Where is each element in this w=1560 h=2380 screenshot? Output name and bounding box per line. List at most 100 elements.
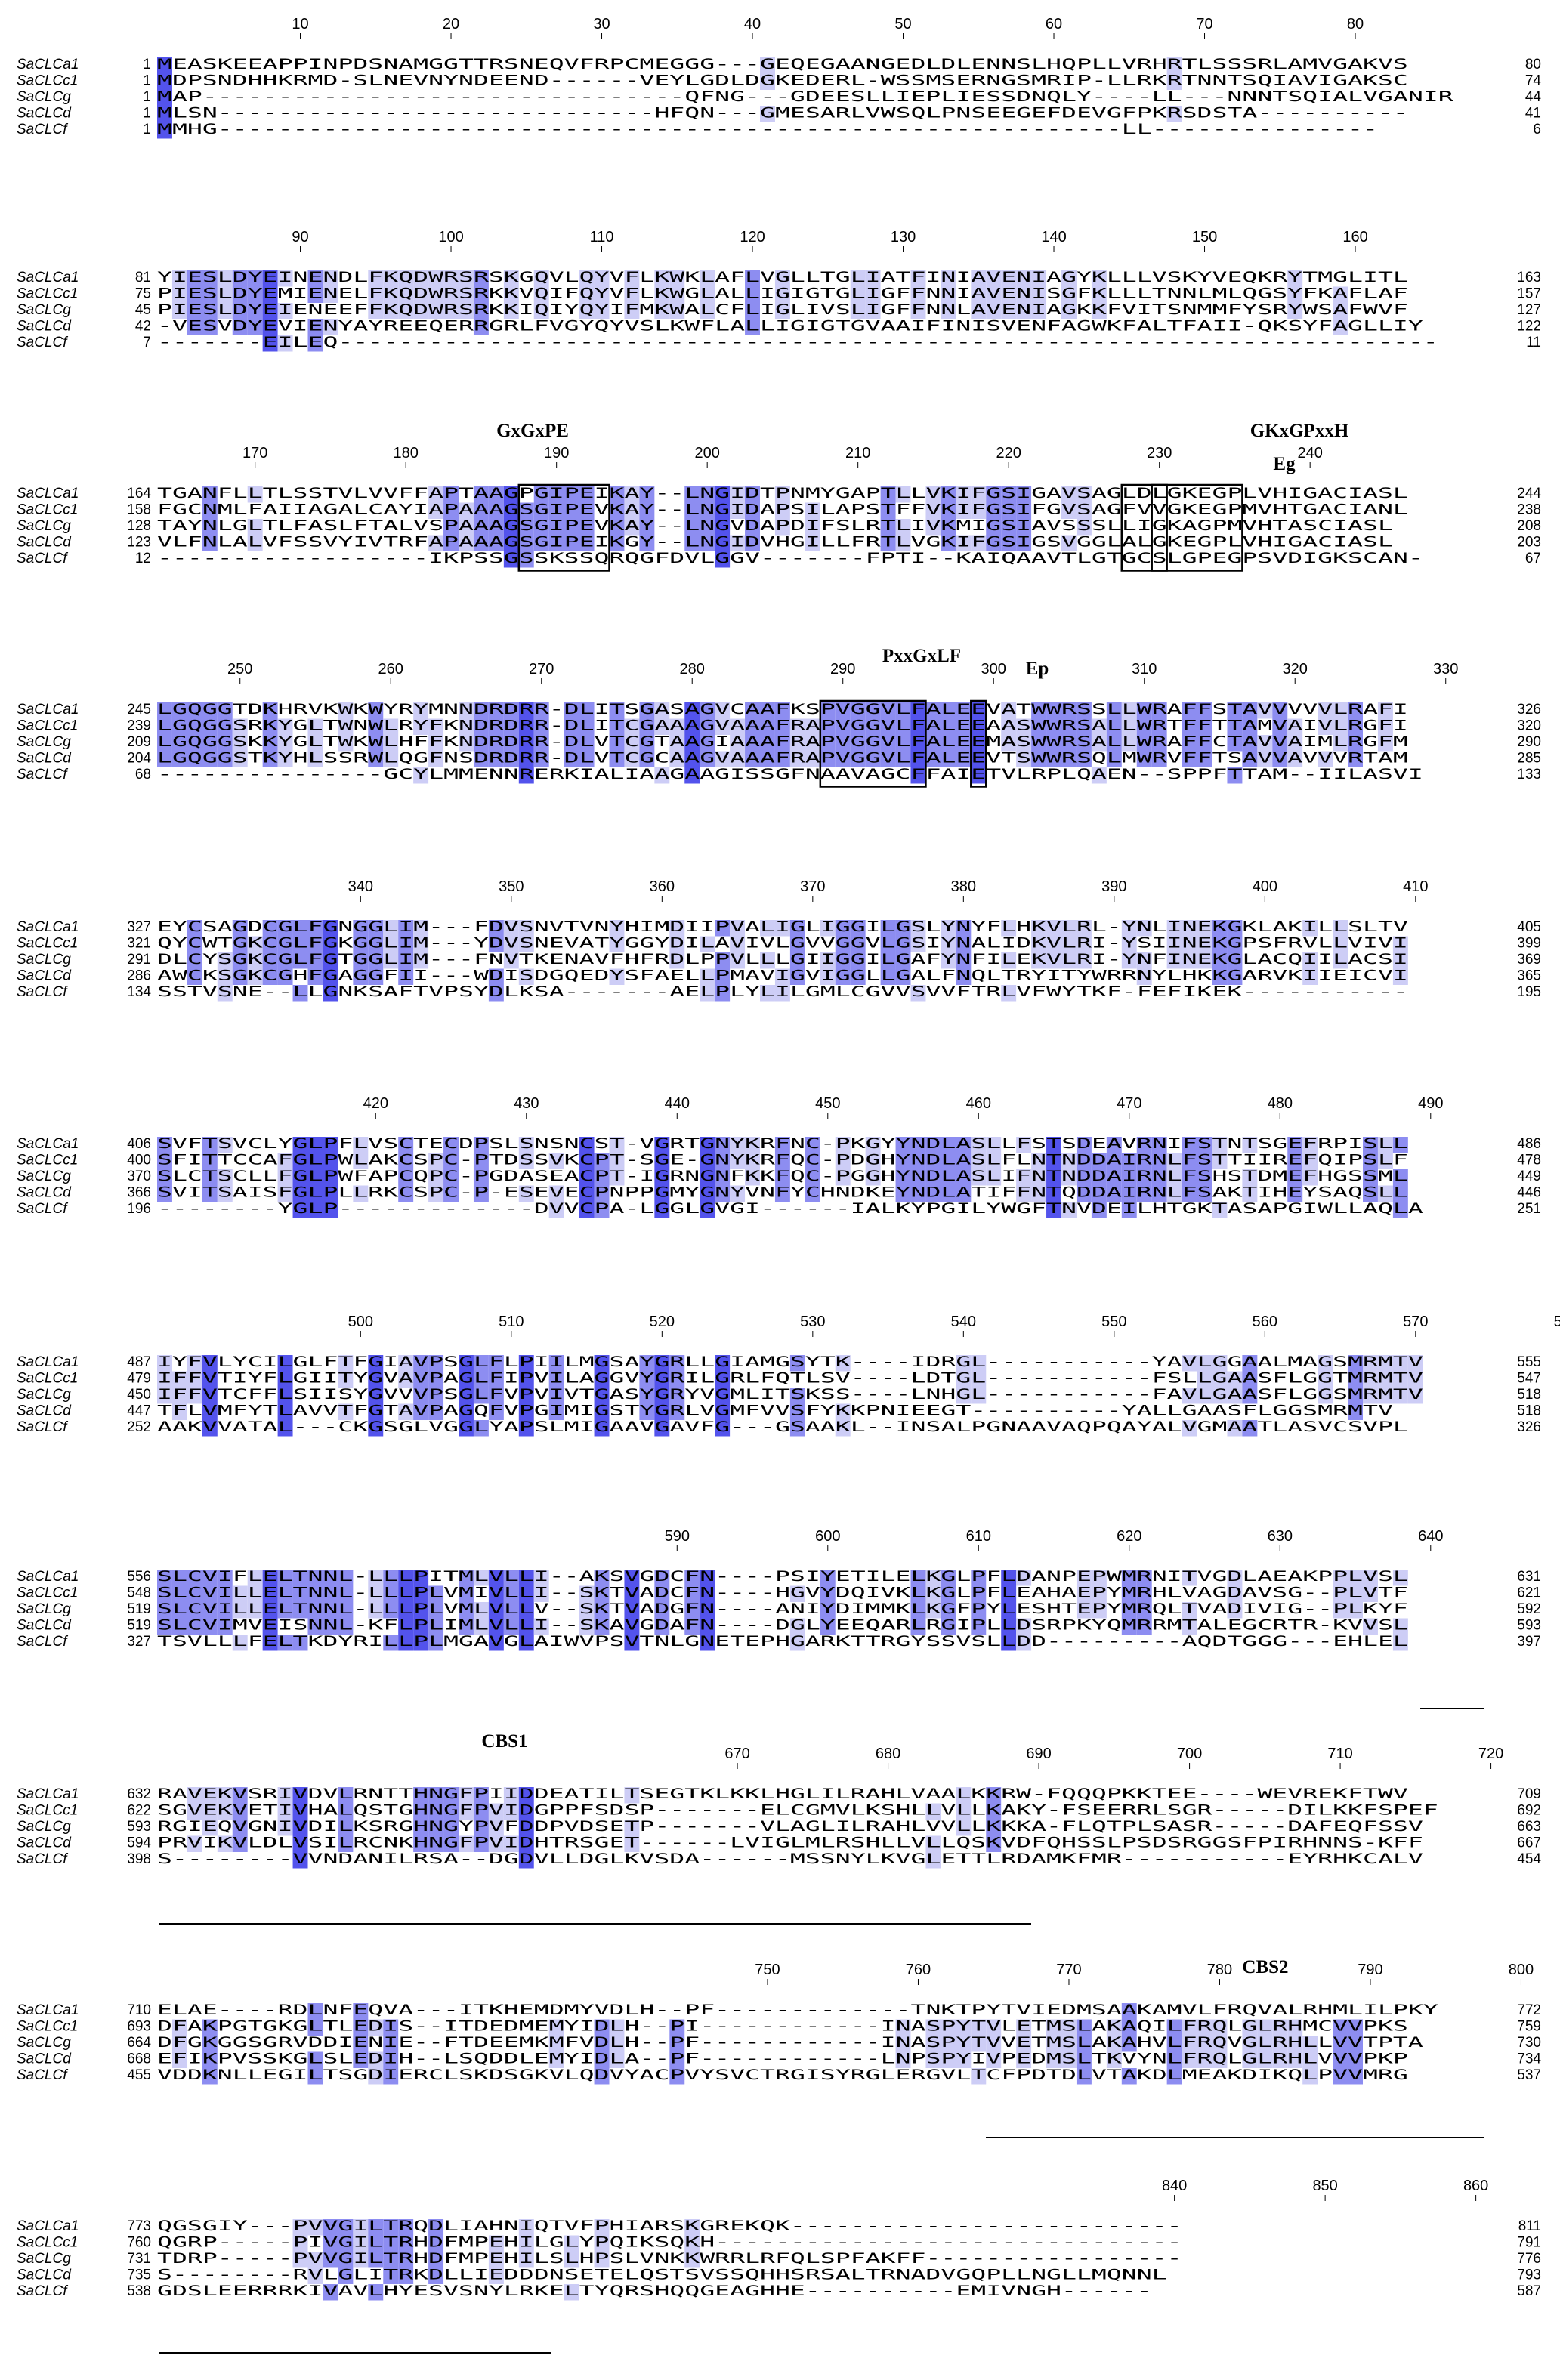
- residue-shade: [1151, 1137, 1167, 1153]
- residue-shade: [1046, 952, 1061, 969]
- residue-shade: [503, 1618, 519, 1635]
- residue-shade: [232, 1835, 248, 1852]
- residue-shade: [1121, 1602, 1137, 1619]
- residue-shade: [971, 1602, 987, 1619]
- residue-shade: [1106, 718, 1122, 735]
- residue-shade: [1182, 1169, 1197, 1186]
- residue-shade: [473, 735, 489, 752]
- residue-shade: [745, 751, 760, 767]
- residue-shade: [292, 1835, 308, 1852]
- residue-shade: [488, 2267, 504, 2284]
- residue-shade: [503, 920, 519, 937]
- residue-shade: [187, 952, 202, 969]
- residue-shade: [880, 519, 896, 536]
- residue-shade: [1182, 920, 1197, 937]
- residue-shade: [715, 551, 731, 568]
- residue-shade: [202, 535, 218, 551]
- residue-shade: [157, 735, 172, 752]
- residue-shade: [1212, 952, 1228, 969]
- residue-shade: [518, 1585, 534, 1602]
- ruler-label: 780: [1207, 1962, 1232, 1978]
- residue-shade: [941, 751, 956, 767]
- start-position: 556: [127, 1569, 151, 1585]
- residue-shade: [1242, 2019, 1258, 2036]
- motif-box: [819, 699, 927, 788]
- residue-shade: [202, 1420, 218, 1437]
- residue-shade: [941, 303, 956, 319]
- residue-shade: [941, 952, 956, 969]
- residue-shade: [398, 303, 414, 319]
- residue-shade: [850, 936, 866, 952]
- residue-shade: [624, 1570, 640, 1586]
- ruler-label: 580: [1554, 1313, 1560, 1330]
- residue-shade: [1166, 1169, 1182, 1186]
- residue-shade: [774, 718, 790, 735]
- end-position: 709: [1517, 1786, 1541, 1802]
- end-position: 163: [1517, 270, 1541, 286]
- residue-shade: [941, 1153, 956, 1169]
- residue-shade: [730, 920, 746, 937]
- residue-shade: [594, 1570, 610, 1586]
- residue-shade: [533, 519, 549, 536]
- residue-shade: [323, 1585, 338, 1602]
- residue-shade: [1001, 702, 1017, 719]
- alignment-block-10: 750760770780790800810820SaCLCa1710ELAE--…: [17, 1962, 1541, 2085]
- residue-shade: [428, 1585, 444, 1602]
- residue-shade: [353, 1137, 369, 1153]
- residue-shade: [865, 718, 881, 735]
- residue-shade: [700, 486, 715, 503]
- residue-shade: [1076, 920, 1092, 937]
- residue-shade: [157, 73, 172, 90]
- residue-shade: [443, 1835, 459, 1852]
- residue-shade: [518, 1618, 534, 1635]
- residue-shade: [292, 1202, 308, 1218]
- residue-shade: [488, 702, 504, 719]
- ruler-label: 550: [1101, 1313, 1126, 1330]
- residue-shade: [986, 2051, 1002, 2068]
- residue-shade: [1363, 1570, 1378, 1586]
- sequence-residues: IFFVTCFFLSIISYGVVVPSGLFVPVIVTGASYGRYVGML…: [157, 1386, 1423, 1403]
- residue-shade: [850, 751, 866, 767]
- residue-shade: [1091, 718, 1107, 735]
- residue-shade: [518, 1137, 534, 1153]
- residue-shade: [157, 1585, 172, 1602]
- sequence-residues: LGQGGSTKYHLSSRWLQGFNSDRDRR-DLVTCGCAAGVAA…: [157, 750, 1408, 767]
- residue-shade: [247, 1602, 263, 1619]
- residue-shade: [338, 1835, 354, 1852]
- residue-shade: [1212, 1202, 1228, 1218]
- residue-shade: [277, 1787, 293, 1804]
- residue-shade: [277, 1169, 293, 1186]
- residue-shade: [910, 1602, 926, 1619]
- residue-shade: [157, 751, 172, 767]
- residue-shade: [202, 502, 218, 519]
- residue-shade: [1061, 952, 1077, 969]
- sequence-residues: DLCYSGKCGLFGTGGLIM---FNVTKENAVFHFRDLPPVL…: [157, 951, 1408, 968]
- residue-shade: [247, 968, 263, 985]
- residue-shade: [865, 702, 881, 719]
- residue-shade: [383, 2267, 399, 2284]
- residue-shade: [171, 1570, 187, 1586]
- residue-shade: [459, 1371, 474, 1388]
- residue-shade: [925, 718, 941, 735]
- residue-shade: [1091, 1185, 1107, 1202]
- residue-shade: [925, 1137, 941, 1153]
- residue-shade: [700, 1185, 715, 1202]
- residue-shade: [338, 2267, 354, 2284]
- residue-shade: [1121, 920, 1137, 937]
- residue-shade: [383, 936, 399, 952]
- residue-shade: [1016, 1570, 1032, 1586]
- residue-shade: [262, 952, 278, 969]
- residue-shade: [1061, 535, 1077, 551]
- residue-shade: [1302, 1169, 1318, 1186]
- residue-shade: [1016, 303, 1032, 319]
- residue-shade: [1061, 303, 1077, 319]
- residue-shade: [1227, 952, 1243, 969]
- residue-shade: [428, 535, 444, 551]
- residue-shade: [202, 702, 218, 719]
- residue-shade: [835, 936, 851, 952]
- residue-shade: [533, 535, 549, 551]
- residue-shade: [1016, 535, 1032, 551]
- ruler-label: 350: [499, 878, 524, 895]
- residue-shade: [217, 952, 233, 969]
- residue-shade: [925, 751, 941, 767]
